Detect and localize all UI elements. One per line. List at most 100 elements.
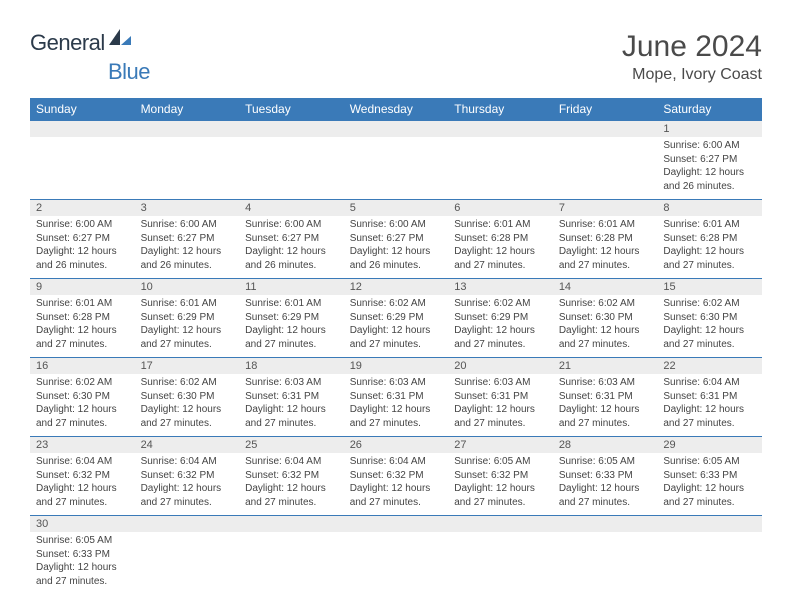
day-number-row: 1 xyxy=(30,121,762,138)
day-number-cell xyxy=(553,121,658,138)
day-detail-cell xyxy=(553,137,658,200)
day-detail-cell: Sunrise: 6:02 AMSunset: 6:30 PMDaylight:… xyxy=(30,374,135,437)
day-detail-cell xyxy=(135,137,240,200)
day-number-cell: 30 xyxy=(30,516,135,533)
day-number-cell: 14 xyxy=(553,279,658,296)
day-detail-cell: Sunrise: 6:00 AMSunset: 6:27 PMDaylight:… xyxy=(344,216,449,279)
day-number-row: 23242526272829 xyxy=(30,437,762,454)
day-number-cell: 23 xyxy=(30,437,135,454)
day-number-row: 16171819202122 xyxy=(30,358,762,375)
day-number-cell xyxy=(448,516,553,533)
day-number-cell: 13 xyxy=(448,279,553,296)
day-detail-cell: Sunrise: 6:01 AMSunset: 6:28 PMDaylight:… xyxy=(448,216,553,279)
day-number-row: 2345678 xyxy=(30,200,762,217)
location-subtitle: Mope, Ivory Coast xyxy=(622,66,762,84)
day-detail-cell xyxy=(448,532,553,594)
title-block: June 2024 Mope, Ivory Coast xyxy=(622,30,762,84)
weekday-header: Saturday xyxy=(657,98,762,121)
day-detail-cell: Sunrise: 6:02 AMSunset: 6:30 PMDaylight:… xyxy=(135,374,240,437)
sail-icon xyxy=(109,29,131,52)
day-number-cell xyxy=(657,516,762,533)
day-detail-cell xyxy=(657,532,762,594)
logo: General xyxy=(30,30,133,56)
day-number-cell: 21 xyxy=(553,358,658,375)
day-detail-row: Sunrise: 6:05 AMSunset: 6:33 PMDaylight:… xyxy=(30,532,762,594)
day-number-cell: 24 xyxy=(135,437,240,454)
day-detail-cell: Sunrise: 6:02 AMSunset: 6:30 PMDaylight:… xyxy=(553,295,658,358)
day-detail-cell xyxy=(239,532,344,594)
day-number-cell: 28 xyxy=(553,437,658,454)
day-number-cell: 6 xyxy=(448,200,553,217)
day-number-cell: 20 xyxy=(448,358,553,375)
day-detail-cell: Sunrise: 6:01 AMSunset: 6:28 PMDaylight:… xyxy=(657,216,762,279)
day-detail-cell: Sunrise: 6:03 AMSunset: 6:31 PMDaylight:… xyxy=(344,374,449,437)
weekday-header: Friday xyxy=(553,98,658,121)
day-detail-cell: Sunrise: 6:04 AMSunset: 6:32 PMDaylight:… xyxy=(239,453,344,516)
weekday-header: Monday xyxy=(135,98,240,121)
day-detail-cell xyxy=(135,532,240,594)
day-number-cell xyxy=(448,121,553,138)
day-detail-cell: Sunrise: 6:02 AMSunset: 6:30 PMDaylight:… xyxy=(657,295,762,358)
day-detail-cell: Sunrise: 6:03 AMSunset: 6:31 PMDaylight:… xyxy=(239,374,344,437)
day-number-cell: 27 xyxy=(448,437,553,454)
day-detail-cell: Sunrise: 6:04 AMSunset: 6:32 PMDaylight:… xyxy=(30,453,135,516)
day-number-cell: 15 xyxy=(657,279,762,296)
day-detail-cell: Sunrise: 6:05 AMSunset: 6:32 PMDaylight:… xyxy=(448,453,553,516)
day-detail-row: Sunrise: 6:04 AMSunset: 6:32 PMDaylight:… xyxy=(30,453,762,516)
day-detail-cell: Sunrise: 6:01 AMSunset: 6:28 PMDaylight:… xyxy=(30,295,135,358)
day-detail-cell: Sunrise: 6:00 AMSunset: 6:27 PMDaylight:… xyxy=(657,137,762,200)
day-number-cell: 8 xyxy=(657,200,762,217)
day-number-cell: 29 xyxy=(657,437,762,454)
logo-word-2: Blue xyxy=(108,59,150,85)
day-number-cell: 26 xyxy=(344,437,449,454)
day-detail-cell: Sunrise: 6:00 AMSunset: 6:27 PMDaylight:… xyxy=(239,216,344,279)
day-number-cell: 22 xyxy=(657,358,762,375)
day-number-cell: 9 xyxy=(30,279,135,296)
weekday-header: Wednesday xyxy=(344,98,449,121)
month-title: June 2024 xyxy=(622,30,762,64)
day-number-cell: 11 xyxy=(239,279,344,296)
day-number-cell: 3 xyxy=(135,200,240,217)
day-detail-cell: Sunrise: 6:04 AMSunset: 6:31 PMDaylight:… xyxy=(657,374,762,437)
day-number-cell xyxy=(239,121,344,138)
day-detail-cell xyxy=(448,137,553,200)
day-detail-cell: Sunrise: 6:04 AMSunset: 6:32 PMDaylight:… xyxy=(344,453,449,516)
day-detail-cell xyxy=(344,532,449,594)
day-detail-cell xyxy=(344,137,449,200)
day-detail-cell: Sunrise: 6:05 AMSunset: 6:33 PMDaylight:… xyxy=(657,453,762,516)
day-detail-cell: Sunrise: 6:03 AMSunset: 6:31 PMDaylight:… xyxy=(448,374,553,437)
day-detail-cell: Sunrise: 6:00 AMSunset: 6:27 PMDaylight:… xyxy=(30,216,135,279)
day-number-cell xyxy=(30,121,135,138)
day-number-cell: 1 xyxy=(657,121,762,138)
day-detail-cell: Sunrise: 6:01 AMSunset: 6:29 PMDaylight:… xyxy=(239,295,344,358)
logo-word-1: General xyxy=(30,30,105,56)
day-detail-cell: Sunrise: 6:05 AMSunset: 6:33 PMDaylight:… xyxy=(30,532,135,594)
day-number-cell: 17 xyxy=(135,358,240,375)
weekday-header: Tuesday xyxy=(239,98,344,121)
day-detail-row: Sunrise: 6:01 AMSunset: 6:28 PMDaylight:… xyxy=(30,295,762,358)
day-detail-cell: Sunrise: 6:02 AMSunset: 6:29 PMDaylight:… xyxy=(448,295,553,358)
day-detail-row: Sunrise: 6:00 AMSunset: 6:27 PMDaylight:… xyxy=(30,216,762,279)
day-number-cell: 19 xyxy=(344,358,449,375)
day-detail-cell: Sunrise: 6:04 AMSunset: 6:32 PMDaylight:… xyxy=(135,453,240,516)
weekday-header: Thursday xyxy=(448,98,553,121)
day-detail-row: Sunrise: 6:00 AMSunset: 6:27 PMDaylight:… xyxy=(30,137,762,200)
day-number-row: 9101112131415 xyxy=(30,279,762,296)
day-detail-cell xyxy=(553,532,658,594)
day-detail-cell: Sunrise: 6:01 AMSunset: 6:28 PMDaylight:… xyxy=(553,216,658,279)
day-number-cell xyxy=(135,121,240,138)
weekday-header-row: Sunday Monday Tuesday Wednesday Thursday… xyxy=(30,98,762,121)
day-detail-cell: Sunrise: 6:03 AMSunset: 6:31 PMDaylight:… xyxy=(553,374,658,437)
day-number-cell xyxy=(553,516,658,533)
day-number-cell: 10 xyxy=(135,279,240,296)
day-detail-cell xyxy=(239,137,344,200)
day-detail-row: Sunrise: 6:02 AMSunset: 6:30 PMDaylight:… xyxy=(30,374,762,437)
day-number-cell xyxy=(239,516,344,533)
day-detail-cell: Sunrise: 6:00 AMSunset: 6:27 PMDaylight:… xyxy=(135,216,240,279)
day-number-cell: 18 xyxy=(239,358,344,375)
day-number-cell: 4 xyxy=(239,200,344,217)
day-number-cell: 16 xyxy=(30,358,135,375)
day-number-cell: 25 xyxy=(239,437,344,454)
day-number-cell: 2 xyxy=(30,200,135,217)
day-detail-cell xyxy=(30,137,135,200)
